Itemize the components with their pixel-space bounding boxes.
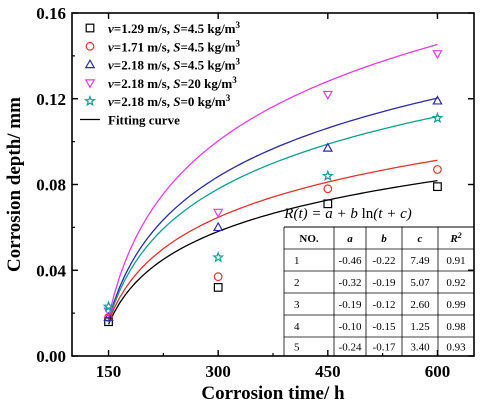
table-cell: 1 (294, 255, 300, 267)
data-point-series-1 (323, 199, 333, 209)
table-cell: 4 (294, 321, 300, 333)
fit-curve-series-4 (107, 43, 438, 318)
axes: 150 300 450 600 0.00 0.04 0.08 0.12 0.16 Corrosio… (4, 4, 475, 404)
table-cell: 0.91 (446, 255, 465, 267)
data-point-series-2 (433, 165, 442, 174)
y-tick-label: 0.12 (36, 90, 66, 109)
legend-label-5: v=2.18 m/s, S=0 kg/m3 (108, 93, 231, 109)
table-cell: 5.07 (410, 277, 430, 289)
y-tick-label: 0.16 (36, 4, 66, 23)
legend-marker-5 (84, 94, 96, 107)
fit-parameter-table: R(t) = a + b ln(t + c) NO. a b c R2 1 -0.46 -0.2… (283, 206, 474, 356)
data-point-series-3 (322, 142, 334, 152)
legend-marker-3 (84, 59, 96, 69)
y-axis-title: Corrosion depth/ mm (4, 97, 25, 272)
data-point-series-4 (432, 50, 443, 60)
data-point-series-2 (213, 272, 223, 282)
legend-label-4: v=2.18 m/s, S=20 kg/m3 (108, 75, 237, 91)
table-header-cell: R2 (449, 231, 461, 245)
table-header-cell: NO. (299, 233, 319, 245)
table-header-cell: b (381, 233, 387, 245)
y-tick-label: 0.08 (36, 176, 66, 195)
table-cell: -0.19 (373, 277, 396, 289)
table-cell: 2.60 (410, 299, 430, 311)
table-cell: 0.98 (446, 321, 466, 333)
data-point-series-2 (323, 184, 333, 194)
legend-label-3: v=2.18 m/s, S=4.5 kg/m3 (108, 57, 241, 73)
legend-marker-1 (85, 23, 95, 33)
table-cell: -0.17 (373, 342, 396, 354)
table-cell: 0.99 (446, 299, 466, 311)
data-point-series-3 (432, 95, 443, 105)
table-cell: 0.93 (446, 342, 466, 354)
x-tick-label: 150 (96, 362, 122, 381)
legend-fit-label: Fitting curve (108, 113, 180, 128)
table-cell: 1.25 (410, 321, 430, 333)
table-cell: 3 (294, 299, 300, 311)
legend-marker-2 (85, 41, 95, 51)
data-point-series-1 (433, 182, 442, 192)
table-cell: -0.15 (373, 321, 396, 333)
table-cell: 2 (294, 277, 300, 289)
data-point-series-1 (213, 283, 223, 292)
table-cell: 7.49 (410, 255, 430, 267)
data-point-series-1 (104, 317, 113, 327)
data-point-series-4 (322, 90, 334, 101)
x-tick-label: 300 (205, 362, 231, 381)
table-cell: 0.92 (446, 277, 465, 289)
table-header-cell: c (418, 233, 423, 245)
y-tick-label: 0.00 (36, 347, 66, 366)
table-cell: 3.40 (410, 342, 430, 354)
table-cell: -0.24 (339, 342, 362, 354)
legend-label-2: v=1.71 m/s, S=4.5 kg/m3 (108, 38, 241, 54)
fit-curve-series-2 (107, 159, 438, 322)
table-cell: 5 (294, 342, 300, 354)
table-cell: -0.32 (339, 277, 362, 289)
fit-curve-series-5 (107, 115, 438, 322)
plot-area (102, 43, 444, 327)
table-cell: -0.19 (339, 299, 362, 311)
fit-formula: R(t) = a + b ln(t + c) (283, 206, 411, 222)
data-point-series-3 (103, 311, 114, 322)
table-cell: -0.10 (339, 321, 362, 333)
legend-marker-4 (84, 79, 96, 89)
data-point-series-5 (102, 300, 115, 312)
data-point-series-5 (212, 251, 225, 263)
fit-curve-series-1 (107, 179, 438, 325)
data-point-series-5 (431, 111, 444, 124)
legend: v=1.29 m/s, S=4.5 kg/m3 v=1.71 m/s, S=4.5… (80, 20, 241, 128)
legend-label-1: v=1.29 m/s, S=4.5 kg/m3 (108, 20, 241, 36)
data-point-series-3 (212, 221, 224, 232)
data-point-series-5 (321, 169, 334, 182)
y-tick-label: 0.04 (36, 261, 66, 280)
x-axis-title: Corrosion time/ h (201, 383, 345, 404)
x-tick-label: 450 (315, 362, 341, 381)
table-header-cell: a (347, 233, 353, 245)
table-cell: -0.12 (373, 299, 396, 311)
fit-curve-series-3 (107, 97, 438, 321)
table-cell: -0.22 (373, 255, 396, 267)
data-point-series-4 (212, 208, 224, 218)
table-cell: -0.46 (339, 255, 362, 267)
x-tick-label: 600 (425, 362, 451, 381)
